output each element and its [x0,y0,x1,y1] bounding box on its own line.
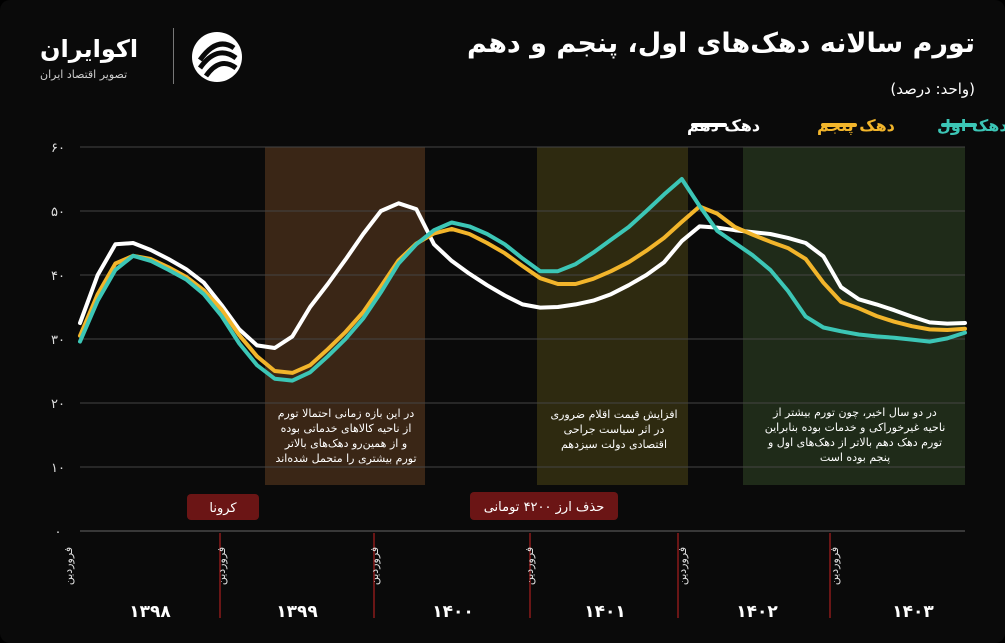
series-line-1 [78,177,967,383]
x-tick-label: فروردین [676,547,689,585]
y-tick-label: ۲۰ [51,397,65,412]
brand-logo-text: اکوایران [40,35,139,63]
annotation-line: افزایش قیمت اقلام ضروری [550,408,677,421]
y-tick-label: ۶۰ [51,141,65,156]
annotation-line: از ناحیه کالاهای خدماتی بوده [281,422,412,435]
brand-logo-icon [192,32,242,82]
event-label: کرونا [209,501,237,516]
y-tick-label: ۰ [55,525,62,540]
series-line-2 [78,204,967,375]
annotation-line: در دو سال اخیر، چون تورم بیشتر از [772,406,937,419]
y-tick-label: ۴۰ [51,269,65,284]
x-tick-label: فروردین [368,547,381,585]
legend-label: دهک پنجم [817,116,895,136]
annotation-2: افزایش قیمت اقلام ضروری در اثر سیاست جراح… [550,408,677,451]
event-box [470,492,618,520]
x-tick-label: فروردین [215,547,228,585]
annotation-line: و از همین‌رو دهک‌های بالاتر [284,437,407,450]
annotation-3: در دو سال اخیر، چون تورم بیشتر از ناحیه غ… [765,406,946,464]
brand-tagline: تصویر اقتصاد ایران [40,68,128,81]
event-label: حذف ارز ۴۲۰۰ تومانی [484,500,605,515]
year-label: ۱۴۰۱ [584,602,626,622]
y-tick-label: ۱۰ [51,461,65,476]
annotation-line: پنجم بوده است [820,451,890,464]
year-label: ۱۴۰۰ [432,602,474,622]
y-tick-label: ۵۰ [51,205,65,220]
year-label: ۱۳۹۹ [276,602,318,622]
x-tick-label: فروردین [828,547,841,585]
year-label: ۱۳۹۸ [129,602,171,622]
annotation-line: تورم بیشتری را متحمل شده‌اند [275,452,416,465]
logo-divider [173,28,174,84]
unit-label: (واحد: درصد) [890,80,975,98]
legend-label: دهک دهم [687,116,760,135]
annotation-line: در اثر سیاست جراحی [564,423,665,436]
series-line-3 [78,201,967,350]
annotation-line: ناحیه غیرخوراکی و خدمات بوده بنابراین [765,421,946,434]
annotation-line: تورم دهک دهم بالاتر از دهک‌های اول و [767,436,942,449]
highlight-band-3 [743,147,965,485]
x-tick-label: فروردین [62,547,75,585]
chart-title: تورم سالانه دهک‌های اول، پنجم و دهم [467,28,975,59]
annotation-line: در این بازه زمانی احتمالا تورم [278,407,415,420]
year-label: ۱۴۰۲ [736,602,778,622]
year-label: ۱۴۰۳ [892,602,934,622]
annotation-1: در این بازه زمانی احتمالا تورم از ناحیه ک… [275,407,416,465]
y-tick-label: ۳۰ [51,333,65,348]
event-box [187,494,259,520]
legend-label: دهک اول [937,116,1005,135]
highlight-band-2 [537,147,688,485]
annotation-line: اقتصادی دولت سیزدهم [561,438,667,451]
x-tick-label: فروردین [523,547,536,585]
